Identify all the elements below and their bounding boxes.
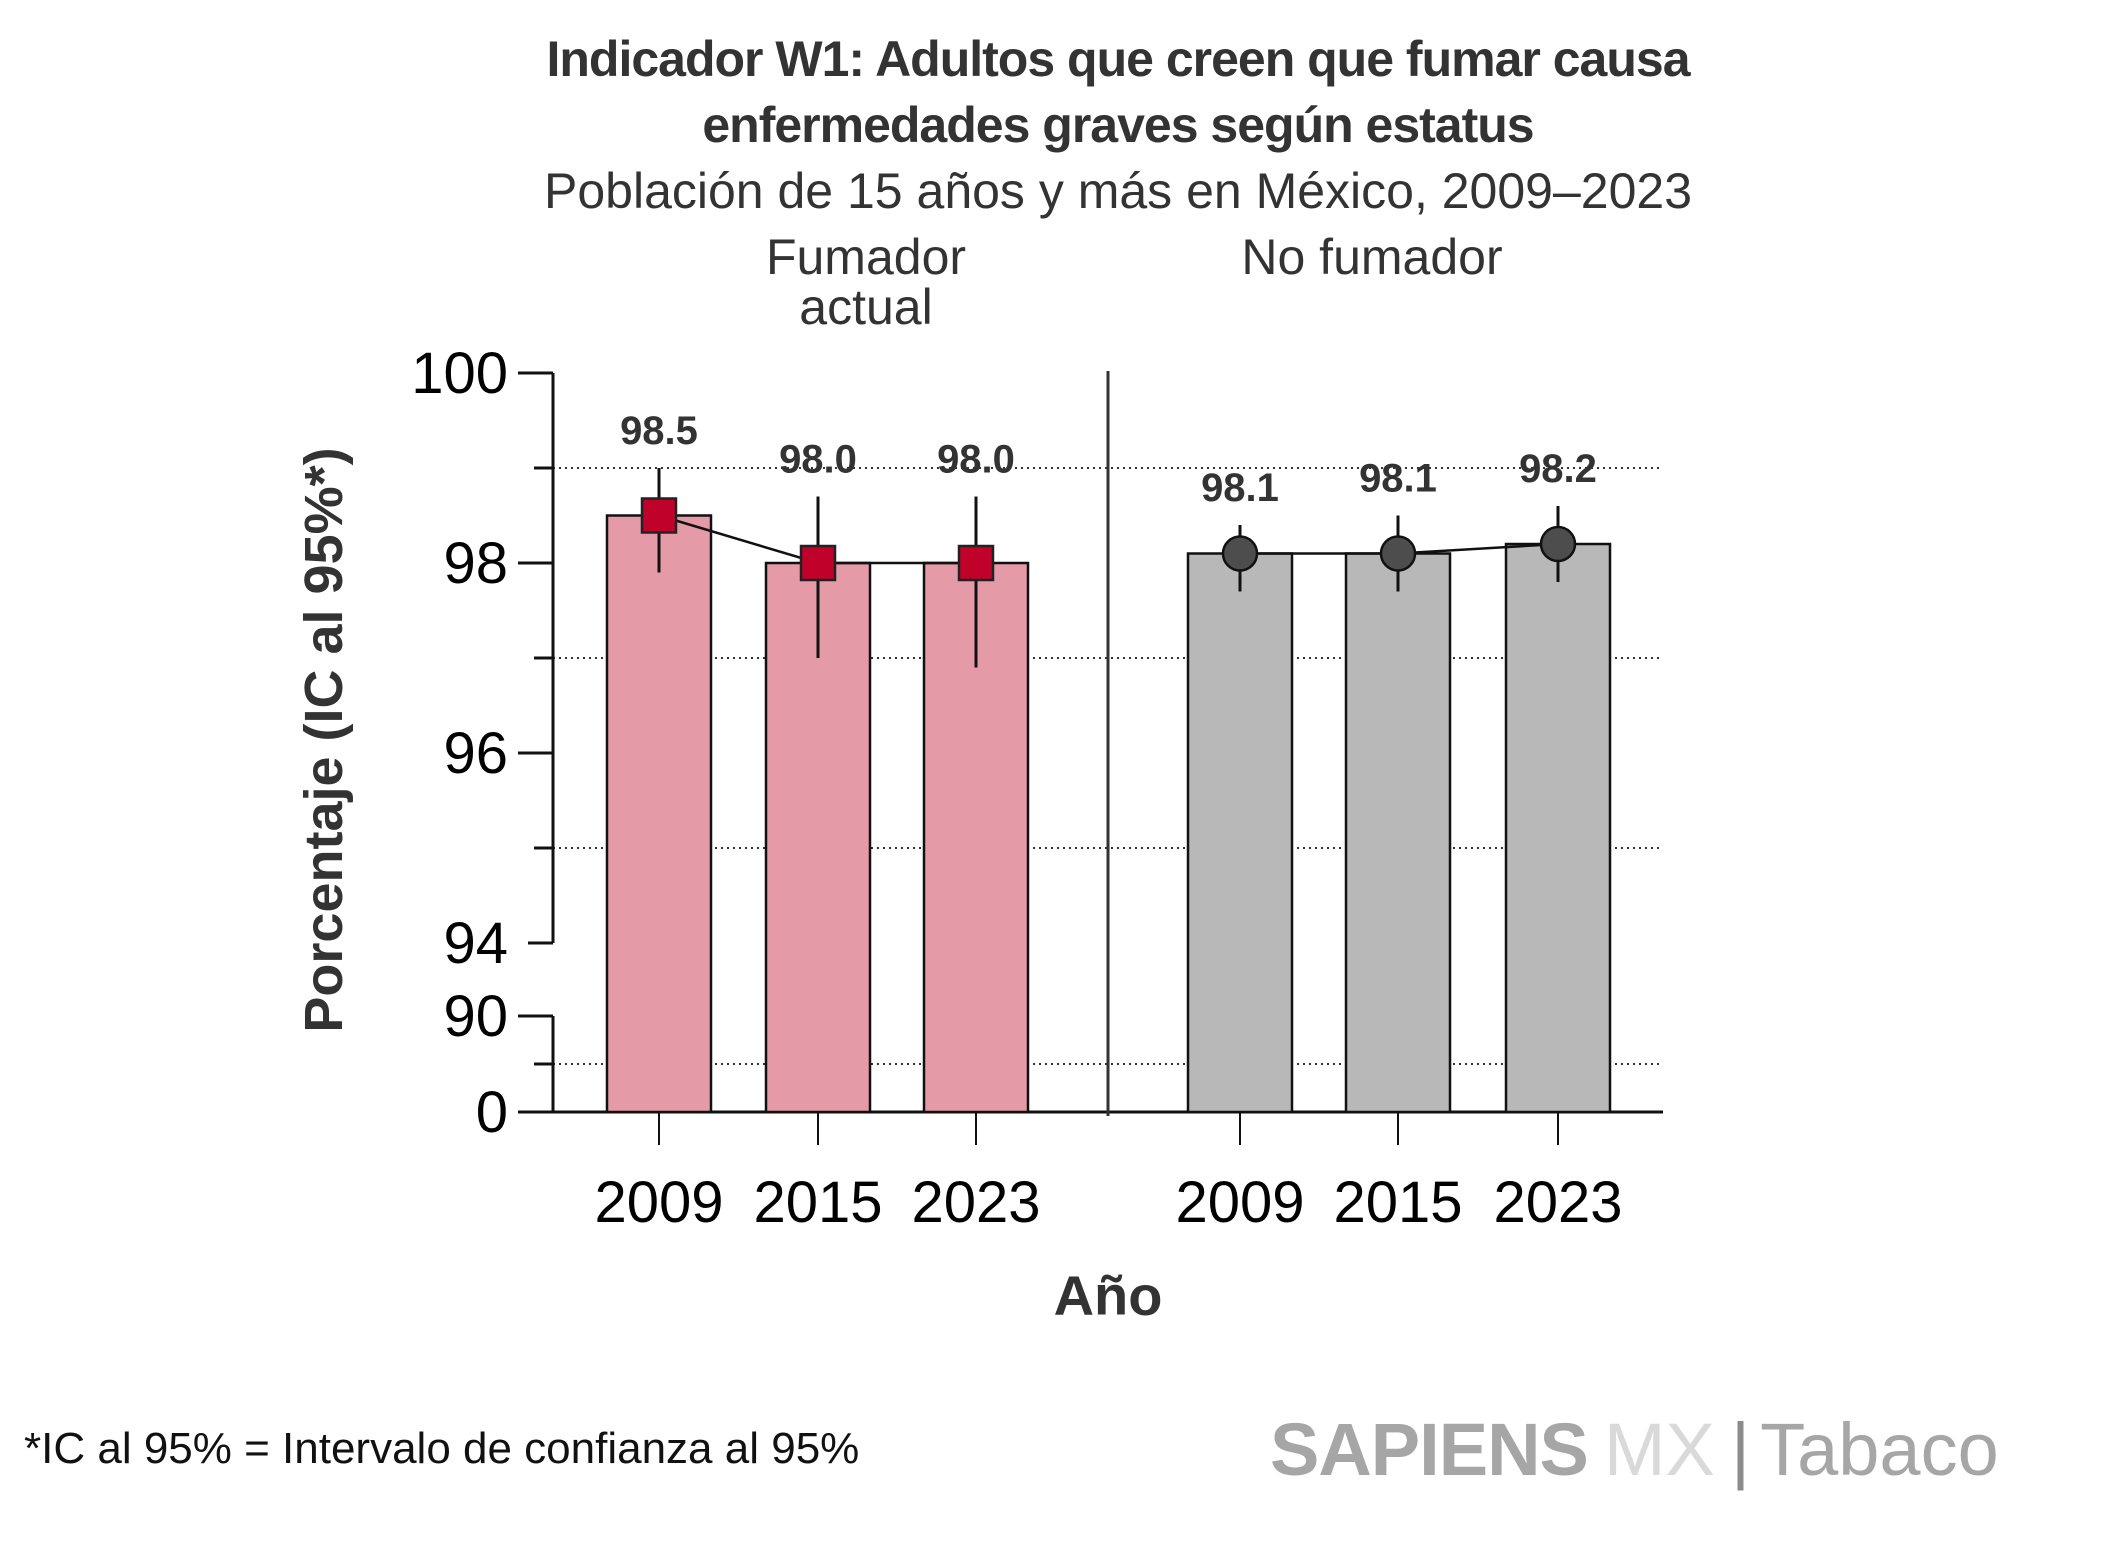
data-label: 98.0: [779, 438, 857, 482]
x-tick-label: 2023: [911, 1170, 1040, 1235]
bar: [605, 514, 713, 1114]
y-tick-label: 0: [476, 1080, 508, 1145]
square-marker: [640, 497, 678, 534]
y-tick-label: 98: [443, 531, 508, 596]
x-tick-label: 2009: [594, 1170, 723, 1235]
x-tick-label: 2015: [1333, 1170, 1462, 1235]
facet-label-line: No fumador: [1241, 229, 1503, 285]
x-tick-label: 2009: [1175, 1170, 1304, 1235]
facet-label-fumador-actual: Fumador actual: [716, 232, 1016, 332]
data-label: 98.0: [937, 438, 1015, 482]
logo-separator: |: [1730, 1408, 1751, 1491]
circle-marker: [1539, 525, 1577, 563]
bar: [1344, 552, 1452, 1114]
chart-plot: 100 98 96 94 90 0 2009 98.5 2015 98.0 2023 98.0 2009…: [294, 341, 1663, 1327]
y-tick-label: 96: [443, 721, 508, 786]
x-tick-label: 2015: [753, 1170, 882, 1235]
y-tick-label: 94: [443, 911, 508, 976]
y-axis-title: Porcentaje (IC al 95%*): [294, 447, 354, 1032]
labels: 100 98 96 94 90 0 2009 98.5 2015 98.0 2023 98.0 2009…: [411, 341, 1622, 1235]
chart-subtitle: Población de 15 años y más en México, 20…: [544, 163, 1692, 219]
facet-label-line: actual: [799, 279, 933, 335]
logo-brand: SAPIENS: [1270, 1408, 1589, 1491]
x-axis-title: Año: [1054, 1264, 1163, 1327]
data-label: 98.1: [1201, 466, 1279, 510]
square-marker: [799, 544, 837, 582]
grid-lines: [553, 467, 1663, 1065]
square-marker: [957, 544, 995, 582]
y-tick-label: 90: [443, 984, 508, 1049]
logo-section: Tabaco: [1760, 1408, 1999, 1491]
sapiens-logo: SAPIENS MX | Tabaco: [1270, 1408, 1999, 1492]
bar: [1504, 542, 1612, 1114]
circle-marker: [1221, 535, 1259, 572]
y-tick-label: 100: [411, 341, 508, 406]
facet-label-line: Fumador: [765, 229, 967, 285]
data-label: 98.2: [1519, 447, 1597, 491]
chart-title-line-1: Indicador W1: Adultos que creen que fuma…: [546, 31, 1690, 87]
data-label: 98.5: [620, 409, 698, 453]
bar: [1186, 552, 1294, 1114]
footnote: *IC al 95% = Intervalo de confianza al 9…: [24, 1424, 860, 1473]
circle-marker: [1379, 535, 1417, 572]
x-tick-label: 2023: [1493, 1170, 1622, 1235]
facet-label-no-fumador: No fumador: [1172, 232, 1572, 282]
data-label: 98.1: [1359, 457, 1437, 501]
chart-title-line-2: enfermedades graves según estatus: [702, 97, 1534, 153]
logo-mx: MX: [1603, 1408, 1715, 1491]
marks: [640, 468, 1577, 668]
